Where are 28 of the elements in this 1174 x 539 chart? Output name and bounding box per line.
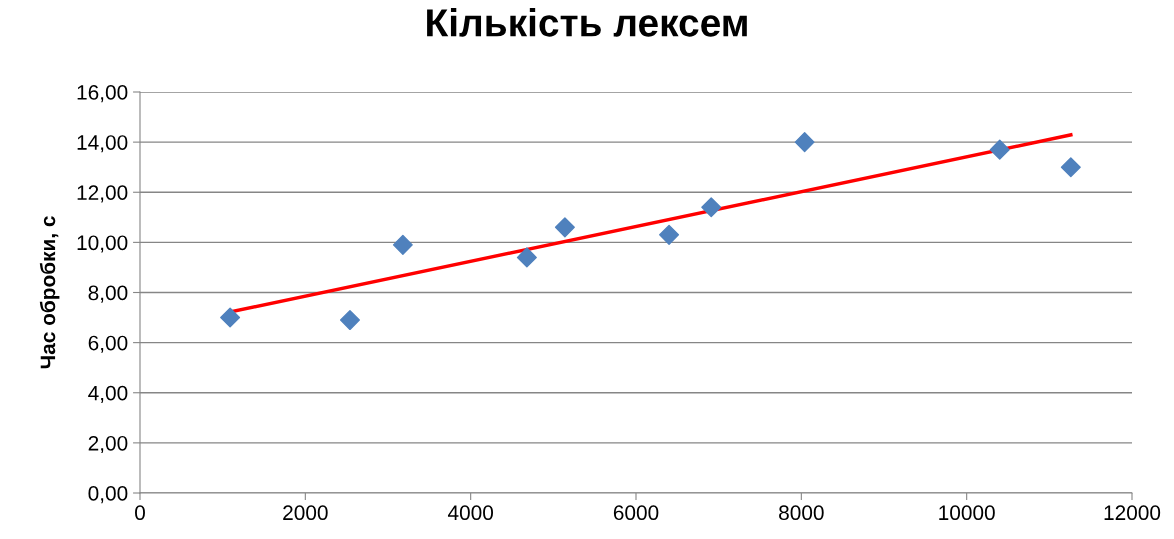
y-tick-label: 6,00 xyxy=(88,335,128,353)
x-tick-label: 12000 xyxy=(1104,505,1161,521)
point xyxy=(659,224,680,245)
point xyxy=(516,247,537,268)
y-tick-label: 10,00 xyxy=(77,235,128,253)
x-tick-label: 8000 xyxy=(779,505,824,521)
y-tick-label: 2,00 xyxy=(88,435,128,454)
x-tick-label: 10000 xyxy=(939,505,995,521)
point xyxy=(701,197,722,218)
point xyxy=(220,307,241,328)
y-tick-label: 0,00 xyxy=(88,486,128,504)
chart-title: Кількість лексем xyxy=(427,8,747,37)
y-tick-label: 8,00 xyxy=(88,285,128,303)
point xyxy=(989,139,1010,160)
y-axis-title: Час обробки, с xyxy=(39,216,60,369)
point xyxy=(339,310,360,331)
x-tick-label: 0 xyxy=(135,505,145,521)
y-tick-label: 14,00 xyxy=(77,135,128,153)
point xyxy=(554,217,575,238)
x-tick-label: 4000 xyxy=(447,505,494,521)
point xyxy=(1060,157,1081,178)
point xyxy=(392,234,413,255)
x-tick-label: 2000 xyxy=(283,505,328,521)
point xyxy=(794,132,815,153)
x-tick-label: 6000 xyxy=(613,505,659,521)
y-tick-label: 4,00 xyxy=(88,385,128,403)
y-tick-label: 12,00 xyxy=(77,185,128,203)
y-tick-label: 16,00 xyxy=(77,85,128,103)
